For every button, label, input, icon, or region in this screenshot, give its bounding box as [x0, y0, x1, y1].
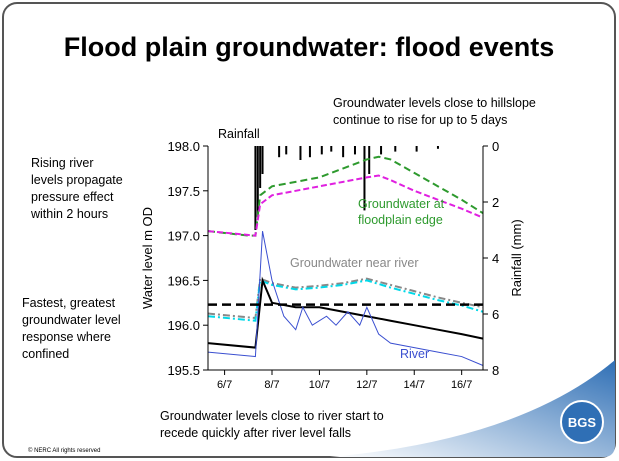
footer: © NERC All rights reserved	[28, 447, 100, 454]
y-tick-label: 196.0	[167, 318, 200, 333]
rainfall-bar	[342, 146, 345, 158]
annotation: Groundwater levels close to river start …	[160, 409, 384, 423]
x-tick-label: 16/7	[451, 379, 472, 391]
rainfall-bar	[320, 146, 323, 155]
annotation: response where	[22, 330, 111, 344]
annotation: Rising river	[31, 156, 94, 170]
y2-tick-label: 0	[492, 139, 499, 154]
series-line	[207, 279, 484, 322]
series-line	[207, 155, 484, 237]
rainfall-bar	[394, 146, 397, 152]
series-line	[207, 231, 484, 366]
rainfall-bar	[256, 146, 259, 216]
logo	[560, 400, 604, 444]
annotation: within 2 hours	[31, 207, 109, 221]
x-tick-label: 12/7	[356, 379, 377, 391]
annotation: continue to rise for up to 5 days	[333, 113, 508, 127]
rainfall-bar	[368, 146, 371, 174]
x-tick-label: 14/7	[404, 379, 425, 391]
rainfall-bar	[380, 146, 383, 155]
rainfall-bar	[299, 146, 302, 160]
x-tick-label: 8/7	[264, 379, 279, 391]
swoosh	[330, 360, 615, 457]
rainfall-bar	[415, 146, 418, 152]
chart-title: Flood plain groundwater: flood events	[64, 32, 555, 62]
rainfall-bar	[330, 146, 333, 152]
rainfall-bar	[353, 146, 356, 155]
rainfall-bar	[436, 146, 439, 149]
y-tick-label: 195.5	[167, 363, 200, 378]
rainfall-bar	[278, 146, 281, 158]
rainfall-bar	[261, 146, 264, 174]
y2-tick-label: 6	[492, 307, 499, 322]
y2-axis-label: Rainfall (mm)	[509, 219, 524, 296]
series-line	[207, 277, 484, 320]
y-tick-label: 196.5	[167, 273, 200, 288]
y-axis-label: Water level m OD	[140, 207, 155, 309]
rainfall-bar	[254, 146, 257, 230]
annotation: confined	[22, 347, 70, 361]
series-line	[207, 276, 484, 349]
annotation: groundwater level	[22, 313, 121, 327]
rainfall-bar	[308, 146, 311, 158]
y-tick-label: 197.5	[167, 184, 200, 199]
annotation: pressure effect	[31, 190, 114, 204]
series-line	[207, 174, 484, 237]
x-tick-label: 10/7	[309, 379, 330, 391]
rainfall-bar	[259, 146, 262, 188]
rainfall-bar	[285, 146, 288, 155]
series-label: Groundwater at floodplain edge	[358, 197, 445, 227]
rainfall-bar	[363, 146, 366, 211]
annotation: recede quickly after river level falls	[160, 426, 352, 440]
logo-text: BGS	[568, 415, 597, 430]
annotation: levels propagate	[31, 173, 123, 187]
x-tick-label: 6/7	[217, 379, 232, 391]
y2-tick-label: 8	[492, 363, 499, 378]
y-tick-label: 198.0	[167, 139, 200, 154]
annotation: Fastest, greatest	[22, 296, 116, 310]
y2-tick-label: 4	[492, 251, 499, 266]
series-label: Groundwater near river	[290, 256, 419, 270]
annotation: Groundwater levels close to hillslope	[333, 96, 536, 110]
y-tick-label: 197.0	[167, 229, 200, 244]
y2-tick-label: 2	[492, 195, 499, 210]
rainfall-label: Rainfall	[218, 127, 260, 141]
series-label: River	[400, 347, 430, 361]
